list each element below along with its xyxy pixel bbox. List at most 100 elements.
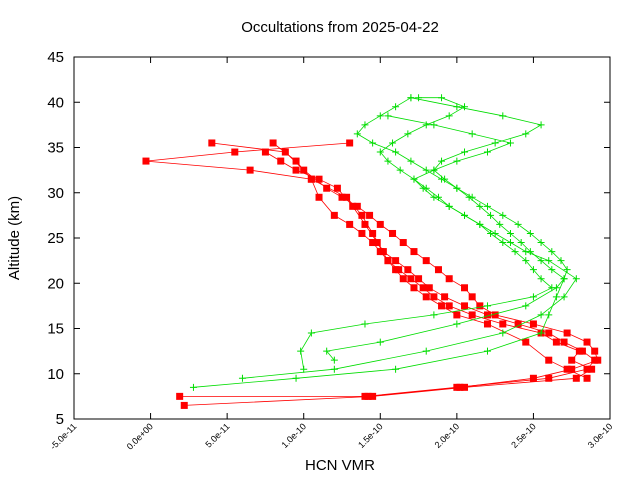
data-point [483, 347, 491, 355]
data-point [453, 103, 461, 111]
data-point [468, 130, 476, 138]
data-point [333, 184, 341, 192]
data-point [583, 374, 591, 382]
data-point [176, 392, 184, 400]
data-point [548, 248, 556, 256]
x-tick-label: 1.5e-10 [356, 421, 385, 450]
data-point [438, 302, 446, 310]
data-point [297, 347, 305, 355]
data-point [438, 157, 446, 165]
data-point [453, 311, 461, 319]
data-point [583, 338, 591, 346]
data-point [461, 284, 469, 292]
y-tick-label: 30 [47, 185, 64, 202]
data-point [517, 239, 525, 247]
data-point [552, 284, 560, 292]
data-point [545, 374, 553, 382]
data-point [499, 239, 507, 247]
data-point [537, 239, 545, 247]
data-point [563, 329, 571, 337]
y-tick-label: 5 [56, 411, 64, 428]
data-point [537, 257, 545, 265]
data-point [476, 202, 484, 210]
series-profile-green-3 [297, 112, 556, 373]
data-point [529, 374, 537, 382]
data-point [300, 365, 308, 373]
data-point [407, 157, 415, 165]
data-point [238, 374, 246, 382]
data-point [346, 220, 354, 228]
data-point [392, 103, 400, 111]
data-point [499, 320, 507, 328]
data-point [384, 257, 392, 265]
y-tick-label: 15 [47, 321, 64, 338]
data-point [346, 139, 354, 147]
data-point [189, 383, 197, 391]
data-point [369, 239, 377, 247]
data-point [506, 239, 514, 247]
data-point [353, 202, 361, 210]
series-line [193, 97, 568, 388]
data-point [376, 338, 384, 346]
data-point [529, 266, 537, 274]
data-point [384, 157, 392, 165]
data-point [373, 239, 381, 247]
data-point [545, 329, 553, 337]
data-point [453, 320, 461, 328]
data-point [445, 302, 453, 310]
chart-title: Occultations from 2025-04-22 [241, 19, 439, 36]
data-point [506, 229, 514, 237]
data-point [487, 211, 495, 219]
data-point [392, 257, 400, 265]
data-point [384, 112, 392, 120]
data-point [396, 166, 404, 174]
data-point [358, 211, 366, 219]
y-tick-label: 45 [47, 49, 64, 66]
data-point [330, 356, 338, 364]
data-point [392, 148, 400, 156]
data-point [404, 130, 412, 138]
data-point [422, 293, 430, 301]
data-point [499, 112, 507, 120]
data-point [483, 302, 491, 310]
data-point [522, 338, 530, 346]
data-point [522, 302, 530, 310]
data-point [468, 311, 476, 319]
data-point [323, 184, 331, 192]
data-point [572, 374, 580, 382]
data-point [499, 329, 507, 337]
data-point [376, 248, 384, 256]
data-point [376, 112, 384, 120]
data-point [476, 302, 484, 310]
y-tick-label: 25 [47, 230, 64, 247]
data-point [389, 139, 397, 147]
data-point [410, 248, 418, 256]
y-axis-label: Altitude (km) [6, 196, 23, 280]
y-tick-label: 20 [47, 275, 64, 292]
data-point [415, 94, 423, 102]
data-point [461, 103, 469, 111]
data-point [578, 347, 586, 355]
x-tick-label: 5.0e-11 [203, 421, 231, 449]
data-point [180, 401, 188, 409]
data-point [461, 302, 469, 310]
data-point [568, 356, 576, 364]
data-point [410, 284, 418, 292]
data-point [511, 248, 519, 256]
data-point [483, 320, 491, 328]
data-point [529, 293, 537, 301]
data-point [434, 266, 442, 274]
data-point [522, 257, 530, 265]
data-point [376, 220, 384, 228]
data-point [560, 275, 568, 283]
data-point [407, 94, 415, 102]
data-point [545, 311, 553, 319]
data-point [545, 356, 553, 364]
data-point [366, 211, 374, 219]
data-point [560, 293, 568, 301]
data-point [353, 130, 361, 138]
data-point [269, 139, 277, 147]
data-point [292, 374, 300, 382]
data-point [246, 166, 254, 174]
